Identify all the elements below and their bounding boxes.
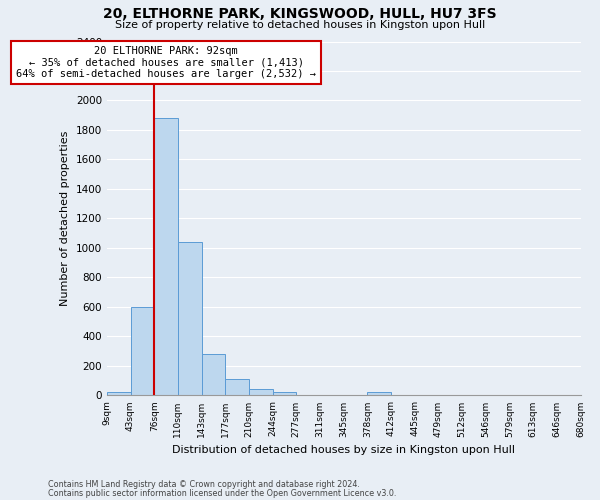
Bar xyxy=(202,354,225,396)
Bar xyxy=(131,307,154,396)
Bar xyxy=(225,379,249,396)
Text: Contains HM Land Registry data © Crown copyright and database right 2024.: Contains HM Land Registry data © Crown c… xyxy=(48,480,360,489)
Text: Contains public sector information licensed under the Open Government Licence v3: Contains public sector information licen… xyxy=(48,488,397,498)
Bar xyxy=(272,392,296,396)
Bar xyxy=(178,242,202,396)
Text: Size of property relative to detached houses in Kingston upon Hull: Size of property relative to detached ho… xyxy=(115,20,485,30)
Bar xyxy=(367,392,391,396)
Bar xyxy=(107,392,131,396)
X-axis label: Distribution of detached houses by size in Kingston upon Hull: Distribution of detached houses by size … xyxy=(172,445,515,455)
Text: 20, ELTHORNE PARK, KINGSWOOD, HULL, HU7 3FS: 20, ELTHORNE PARK, KINGSWOOD, HULL, HU7 … xyxy=(103,8,497,22)
Y-axis label: Number of detached properties: Number of detached properties xyxy=(60,131,70,306)
Text: 20 ELTHORNE PARK: 92sqm
← 35% of detached houses are smaller (1,413)
64% of semi: 20 ELTHORNE PARK: 92sqm ← 35% of detache… xyxy=(16,46,316,79)
Bar xyxy=(154,118,178,396)
Bar xyxy=(249,389,272,396)
